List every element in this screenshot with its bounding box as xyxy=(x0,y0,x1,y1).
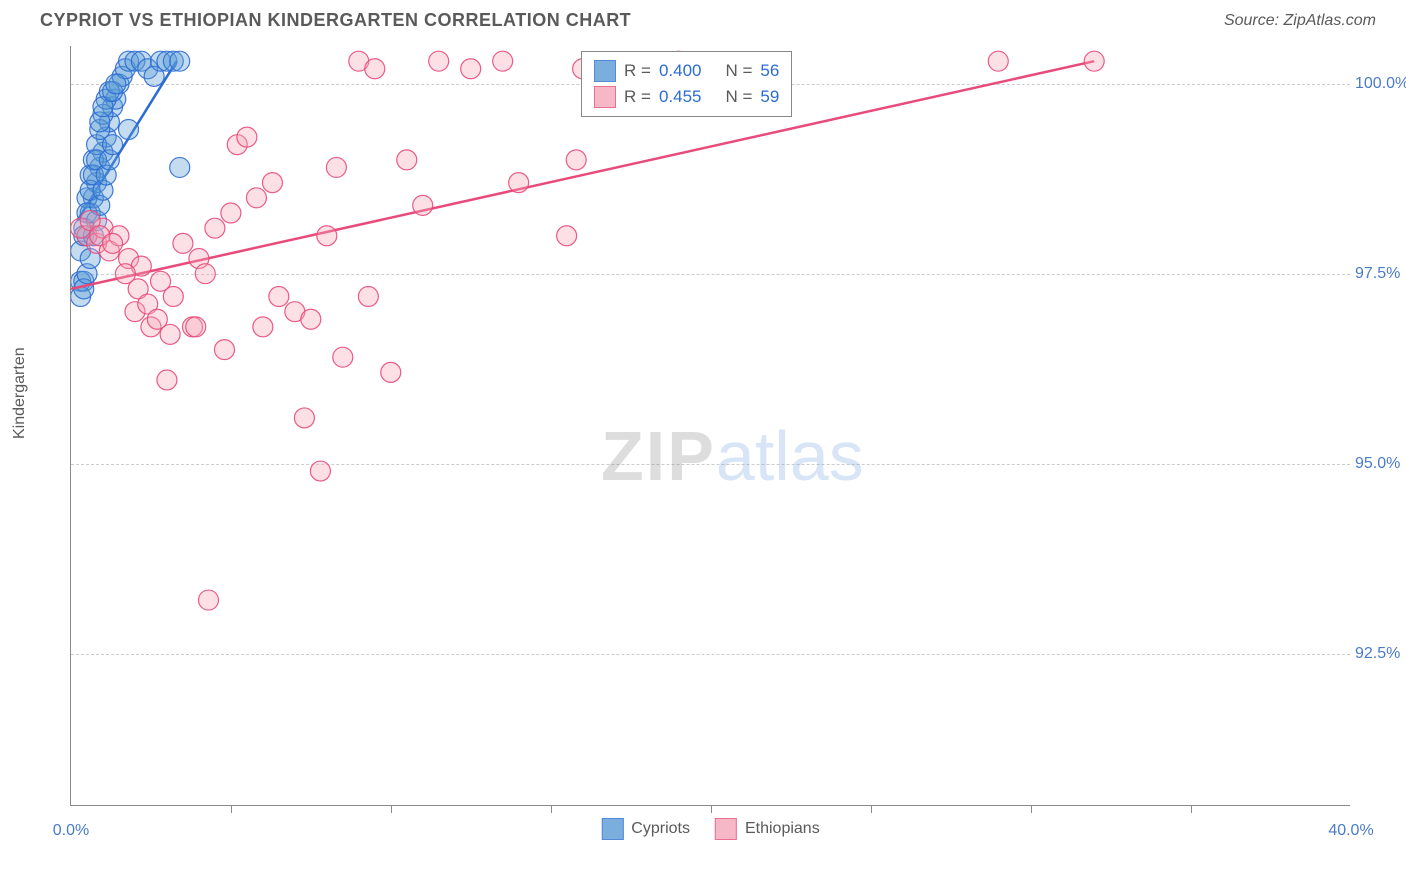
x-tick-label: 0.0% xyxy=(53,822,89,840)
data-point xyxy=(988,51,1008,71)
stats-swatch-cypriots xyxy=(594,60,616,82)
data-point xyxy=(119,120,139,140)
chart-container: ZIPatlas R = 0.400 N = 56 R = 0.455 N = … xyxy=(70,46,1376,806)
data-point xyxy=(163,286,183,306)
stats-row-cypriots: R = 0.400 N = 56 xyxy=(594,58,779,84)
data-point xyxy=(246,188,266,208)
data-point xyxy=(365,59,385,79)
data-point xyxy=(237,127,257,147)
data-point xyxy=(294,408,314,428)
data-point xyxy=(429,51,449,71)
data-point xyxy=(310,461,330,481)
data-point xyxy=(170,157,190,177)
stats-n-label: N = xyxy=(725,87,752,107)
stats-r-label: R = xyxy=(624,87,651,107)
data-point xyxy=(253,317,273,337)
data-point xyxy=(157,370,177,390)
x-tick xyxy=(711,805,712,813)
x-tick xyxy=(391,805,392,813)
data-point xyxy=(333,347,353,367)
stats-n-value-ethiopians: 59 xyxy=(760,87,779,107)
bottom-legend: Cypriots Ethiopians xyxy=(601,818,819,840)
data-point xyxy=(103,233,123,253)
legend-item-ethiopians: Ethiopians xyxy=(715,818,820,840)
y-tick-label: 92.5% xyxy=(1355,645,1406,663)
data-point xyxy=(173,233,193,253)
x-tick-label: 40.0% xyxy=(1328,822,1373,840)
chart-header: CYPRIOT VS ETHIOPIAN KINDERGARTEN CORREL… xyxy=(0,0,1406,36)
data-point xyxy=(566,150,586,170)
plot-area: ZIPatlas R = 0.400 N = 56 R = 0.455 N = … xyxy=(70,46,1350,806)
data-point xyxy=(301,309,321,329)
data-point xyxy=(160,324,180,344)
stats-n-value-cypriots: 56 xyxy=(760,61,779,81)
data-point xyxy=(214,340,234,360)
x-tick xyxy=(551,805,552,813)
stats-r-value-ethiopians: 0.455 xyxy=(659,87,702,107)
y-tick-label: 100.0% xyxy=(1355,75,1406,93)
y-tick-label: 95.0% xyxy=(1355,455,1406,473)
data-point xyxy=(205,218,225,238)
data-point xyxy=(170,51,190,71)
x-tick xyxy=(1191,805,1192,813)
data-point xyxy=(1084,51,1104,71)
x-tick xyxy=(871,805,872,813)
chart-source: Source: ZipAtlas.com xyxy=(1224,12,1376,30)
legend-label-ethiopians: Ethiopians xyxy=(745,820,820,838)
stats-r-value-cypriots: 0.400 xyxy=(659,61,702,81)
y-tick-label: 97.5% xyxy=(1355,265,1406,283)
data-point xyxy=(199,590,219,610)
data-point xyxy=(262,173,282,193)
x-tick xyxy=(1031,805,1032,813)
chart-title: CYPRIOT VS ETHIOPIAN KINDERGARTEN CORREL… xyxy=(40,10,631,31)
data-point xyxy=(397,150,417,170)
legend-label-cypriots: Cypriots xyxy=(631,820,690,838)
stats-r-label: R = xyxy=(624,61,651,81)
stats-swatch-ethiopians xyxy=(594,86,616,108)
plot-svg xyxy=(71,46,1350,805)
data-point xyxy=(186,317,206,337)
legend-swatch-cypriots xyxy=(601,818,623,840)
data-point xyxy=(317,226,337,246)
y-axis-label: Kindergarten xyxy=(11,347,29,439)
data-point xyxy=(358,286,378,306)
data-point xyxy=(381,362,401,382)
stats-n-label: N = xyxy=(725,61,752,81)
data-point xyxy=(493,51,513,71)
data-point xyxy=(461,59,481,79)
stats-row-ethiopians: R = 0.455 N = 59 xyxy=(594,84,779,110)
legend-item-cypriots: Cypriots xyxy=(601,818,690,840)
data-point xyxy=(557,226,577,246)
legend-swatch-ethiopians xyxy=(715,818,737,840)
data-point xyxy=(195,264,215,284)
data-point xyxy=(103,135,123,155)
data-point xyxy=(413,195,433,215)
x-tick xyxy=(231,805,232,813)
data-point xyxy=(509,173,529,193)
data-point xyxy=(106,74,126,94)
data-point xyxy=(221,203,241,223)
stats-box: R = 0.400 N = 56 R = 0.455 N = 59 xyxy=(581,51,792,117)
data-point xyxy=(269,286,289,306)
data-point xyxy=(326,157,346,177)
